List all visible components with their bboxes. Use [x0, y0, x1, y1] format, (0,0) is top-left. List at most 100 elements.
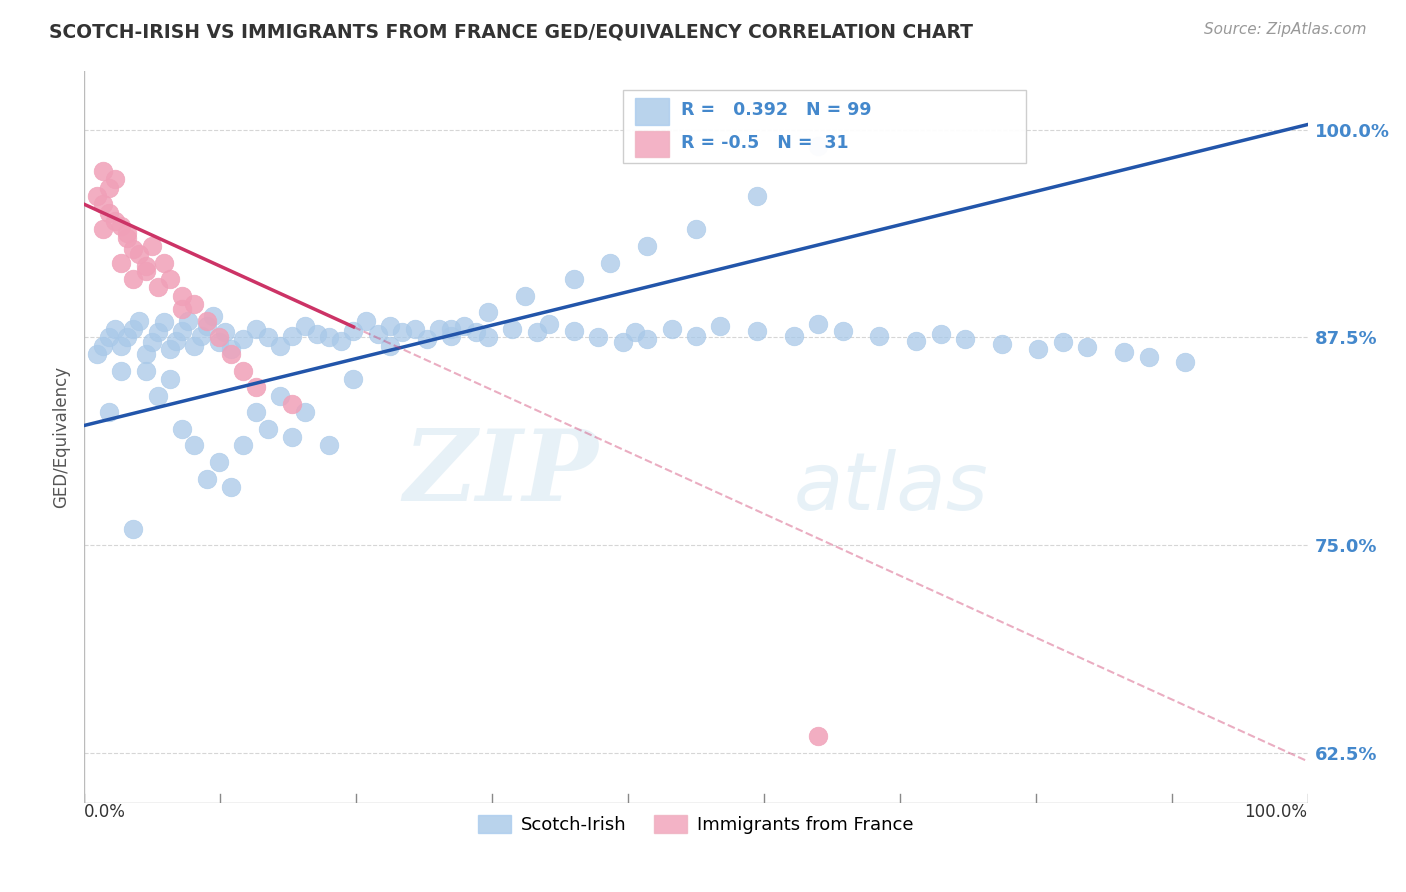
Point [135, 264, 157, 278]
Point [831, 324, 853, 338]
Point [146, 326, 169, 340]
Point [380, 338, 402, 352]
Point [104, 172, 127, 186]
Point [110, 255, 132, 269]
Point [318, 438, 340, 452]
Point [159, 272, 181, 286]
Point [477, 305, 499, 319]
Text: R = -0.5   N =  31: R = -0.5 N = 31 [682, 134, 849, 152]
Point [747, 189, 769, 203]
Point [464, 326, 486, 340]
Point [636, 332, 658, 346]
Text: 0.0%: 0.0% [84, 803, 127, 821]
Point [97, 205, 120, 219]
Point [122, 322, 145, 336]
Point [195, 318, 218, 333]
Text: R =   0.392   N = 99: R = 0.392 N = 99 [682, 101, 872, 120]
Point [128, 247, 150, 261]
Point [195, 472, 218, 486]
Point [294, 318, 316, 333]
Point [172, 289, 194, 303]
Point [685, 222, 707, 236]
Point [208, 330, 231, 344]
Point [159, 342, 181, 356]
Point [115, 230, 138, 244]
Point [135, 347, 157, 361]
Point [427, 322, 450, 336]
Point [905, 334, 928, 348]
Point [122, 521, 145, 535]
Point [342, 372, 364, 386]
Point [245, 380, 267, 394]
Point [172, 422, 194, 436]
Point [177, 314, 200, 328]
Point [165, 334, 187, 348]
Point [219, 342, 242, 356]
Point [342, 324, 364, 338]
Point [709, 318, 731, 333]
Point [1137, 351, 1160, 365]
Point [1052, 335, 1074, 350]
Point [269, 338, 291, 352]
Point [146, 280, 169, 294]
Point [1076, 340, 1098, 354]
Point [159, 372, 181, 386]
Point [991, 337, 1014, 351]
Point [232, 438, 254, 452]
Point [219, 480, 242, 494]
Point [318, 330, 340, 344]
Point [440, 322, 463, 336]
Point [110, 219, 132, 233]
Point [305, 326, 328, 341]
Point [135, 259, 157, 273]
Point [86, 189, 108, 203]
Point [128, 314, 150, 328]
Point [122, 242, 145, 256]
FancyBboxPatch shape [623, 90, 1026, 163]
Point [91, 222, 114, 236]
Point [440, 328, 463, 343]
Point [201, 309, 224, 323]
Text: atlas: atlas [794, 450, 988, 527]
Point [86, 347, 108, 361]
Point [624, 326, 647, 340]
Point [245, 405, 267, 419]
Point [404, 322, 426, 336]
Point [135, 363, 157, 377]
Point [538, 317, 561, 331]
Point [269, 388, 291, 402]
Point [104, 322, 127, 336]
Point [257, 330, 280, 344]
Point [562, 272, 585, 286]
Point [354, 314, 377, 328]
Point [141, 335, 163, 350]
Point [110, 363, 132, 377]
Point [281, 397, 304, 411]
Point [661, 322, 683, 336]
Point [104, 214, 127, 228]
Point [416, 332, 439, 346]
Point [281, 430, 304, 444]
Point [172, 324, 194, 338]
Point [953, 332, 976, 346]
Point [929, 326, 952, 341]
Point [586, 330, 609, 344]
Point [1114, 345, 1136, 359]
Point [245, 322, 267, 336]
Point [153, 255, 176, 269]
Text: ZIP: ZIP [404, 425, 598, 522]
Text: SCOTCH-IRISH VS IMMIGRANTS FROM FRANCE GED/EQUIVALENCY CORRELATION CHART: SCOTCH-IRISH VS IMMIGRANTS FROM FRANCE G… [49, 22, 973, 41]
Point [115, 330, 138, 344]
Point [91, 164, 114, 178]
Point [367, 326, 389, 341]
Point [97, 180, 120, 194]
Point [183, 338, 205, 352]
Point [380, 318, 402, 333]
Point [807, 729, 830, 743]
Point [477, 330, 499, 344]
Point [636, 239, 658, 253]
Point [190, 328, 212, 343]
Point [783, 328, 806, 343]
Point [562, 324, 585, 338]
Point [214, 326, 236, 340]
